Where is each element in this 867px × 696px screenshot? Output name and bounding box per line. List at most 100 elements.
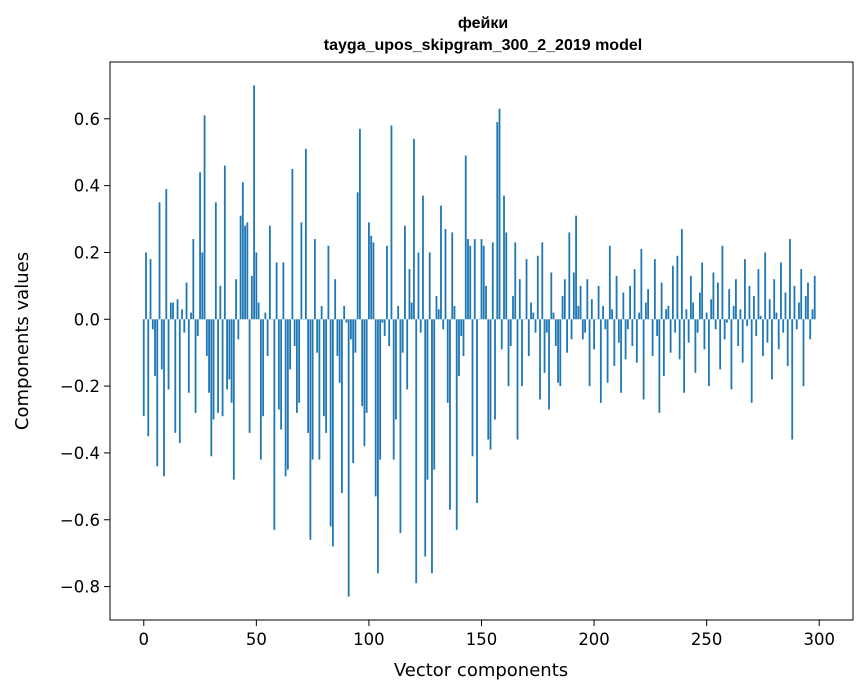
bar — [622, 292, 625, 320]
bar — [322, 319, 325, 417]
bar — [599, 319, 602, 403]
bar — [246, 222, 249, 320]
y-tick-label: 0.2 — [74, 243, 100, 262]
bar — [608, 245, 611, 320]
bar — [494, 319, 496, 420]
bar — [228, 319, 231, 380]
bar — [426, 319, 429, 480]
bar — [239, 215, 242, 320]
bar — [771, 319, 773, 380]
bar — [572, 272, 575, 320]
bar — [201, 252, 204, 320]
bar — [534, 319, 537, 333]
bar — [345, 319, 348, 323]
bar — [518, 279, 521, 320]
bar — [755, 319, 758, 336]
y-axis-ticks: −0.8 −0.6 −0.4 −0.2 0.0 0.2 0.4 0.6 — [60, 110, 110, 597]
y-tick-label: 0.6 — [74, 110, 100, 129]
bar — [205, 319, 208, 357]
bar — [464, 155, 467, 320]
bar — [156, 319, 159, 467]
bar — [689, 275, 692, 320]
bar — [264, 312, 267, 320]
bar — [631, 319, 634, 347]
bar — [250, 275, 253, 320]
y-tick-label: −0.4 — [60, 444, 100, 463]
bar — [748, 285, 751, 320]
bar — [680, 229, 683, 320]
bar — [165, 188, 168, 320]
bar — [800, 269, 803, 320]
bar — [606, 319, 609, 383]
bar — [543, 319, 546, 373]
bar — [352, 319, 355, 463]
x-tick-label: 300 — [803, 630, 835, 649]
bar — [579, 285, 582, 320]
bar — [683, 319, 686, 393]
bar — [671, 265, 674, 320]
bar — [712, 272, 715, 320]
bar — [395, 319, 397, 420]
bar — [356, 192, 359, 320]
bar — [744, 259, 746, 320]
bar — [509, 319, 512, 347]
bar — [773, 279, 776, 320]
bar — [795, 319, 798, 330]
y-axis-label: Components values — [12, 252, 33, 430]
bar — [692, 302, 695, 320]
bar — [552, 312, 555, 320]
bar — [415, 319, 418, 584]
bar — [640, 249, 643, 320]
bar — [334, 279, 337, 320]
bar — [626, 319, 629, 330]
bar — [563, 279, 566, 320]
chart-subtitle: tayga_upos_skipgram_300_2_2019 model — [324, 37, 642, 54]
bar — [147, 319, 150, 437]
bar — [737, 319, 740, 347]
bar — [469, 245, 472, 320]
bar — [365, 319, 368, 413]
bar — [739, 309, 742, 320]
bar — [665, 309, 668, 320]
bar — [167, 319, 170, 390]
bar — [674, 319, 677, 333]
bar — [642, 319, 645, 400]
bar — [577, 305, 580, 320]
bar — [721, 245, 724, 320]
bar — [174, 319, 177, 433]
bar — [780, 262, 782, 320]
bar — [512, 295, 514, 320]
bar — [613, 319, 616, 367]
bar — [651, 319, 654, 357]
bar — [807, 282, 809, 320]
bar — [399, 319, 402, 534]
x-tick-label: 200 — [578, 630, 610, 649]
bar — [338, 319, 341, 383]
bar — [660, 282, 663, 320]
bar — [440, 205, 442, 320]
bar — [620, 319, 622, 393]
bar — [667, 305, 670, 320]
bar — [473, 239, 476, 320]
bar — [386, 245, 388, 320]
bar — [313, 239, 316, 320]
bar — [717, 282, 719, 320]
bar — [350, 319, 352, 340]
bar — [678, 319, 681, 360]
bar — [388, 319, 391, 347]
bar — [235, 279, 237, 320]
bar — [561, 295, 564, 320]
bar — [658, 319, 661, 413]
bar — [266, 319, 269, 357]
bar — [638, 312, 641, 320]
bar — [730, 319, 733, 390]
bar — [309, 319, 312, 540]
bar — [813, 275, 816, 320]
bar — [442, 319, 445, 330]
bar — [588, 319, 591, 387]
bar — [775, 312, 778, 320]
bar — [762, 319, 764, 357]
bar — [178, 319, 181, 443]
bar — [694, 319, 697, 373]
bar — [802, 319, 805, 387]
